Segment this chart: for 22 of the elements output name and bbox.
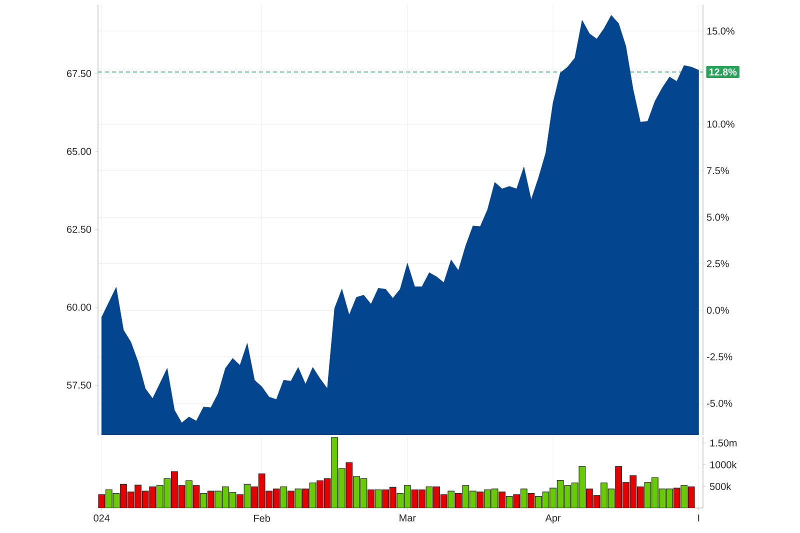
x-tick-label: I — [698, 514, 700, 522]
y-tick-label: 67.50 — [67, 70, 92, 78]
y2-tick-label: -2.5% — [706, 353, 732, 360]
y-tick-label: 62.50 — [67, 226, 92, 233]
y-tick-label: 57.50 — [66, 382, 92, 389]
y2-tick-label: 5.0% — [706, 214, 729, 221]
y-tick-label: 60.00 — [67, 304, 92, 311]
x-tick-label: Feb — [254, 514, 270, 522]
y-tick-label: 65.00 — [67, 148, 92, 155]
y-tick-label: 1000k — [710, 461, 737, 468]
y2-tick-label: 15.0% — [707, 28, 734, 35]
x-tick-label: Apr — [545, 514, 561, 524]
y2-tick-label: 0.0% — [706, 306, 729, 314]
x-tick-label: 024 — [94, 514, 110, 522]
y2-tick-label: 7.5% — [707, 167, 729, 174]
y-tick-label: 500k — [710, 482, 732, 490]
y2-tick-label: -5.0% — [706, 400, 732, 407]
y2-tick-label: 10.0% — [707, 120, 734, 128]
y2-tick-label: 2.5% — [707, 260, 729, 268]
x-tick-label: Mar — [400, 514, 416, 522]
ref-line-label: 12.8% — [709, 68, 737, 76]
y-tick-label: 1.50m — [710, 439, 737, 447]
